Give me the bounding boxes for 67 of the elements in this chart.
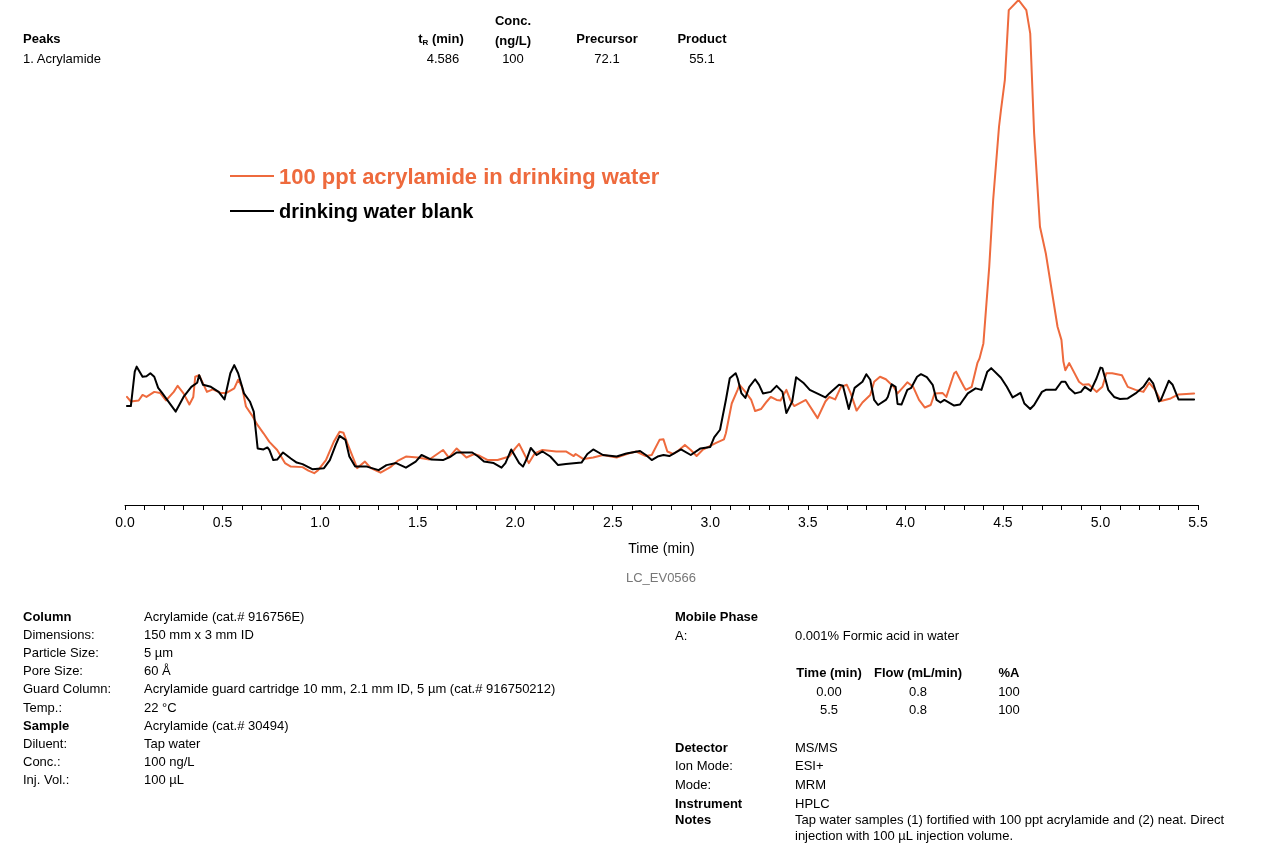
x-tick-label: 4.0 (895, 514, 916, 530)
x-tick-label: 1.0 (310, 514, 331, 530)
text: 150 mm x 3 mm ID (144, 626, 254, 642)
text: 0.001% Formic acid in water (795, 627, 960, 643)
text: Column (23, 608, 72, 624)
text: 0.8 (908, 683, 928, 699)
text: MRM (795, 776, 827, 792)
text: 100 µL (144, 772, 185, 788)
x-tick-label: 2.0 (505, 514, 526, 530)
text: Acrylamide guard cartridge 10 mm, 2.1 mm ID, 5 µm (cat.# 916750212) (144, 681, 556, 697)
text: 100 (998, 683, 1020, 699)
text: MS/MS (795, 739, 838, 755)
text: Tap water samples (1) fortified with 100 ppt acrylamide and (2) neat. Direct injection with 100 µL injection volume. (795, 811, 1228, 843)
text: Guard Column: (23, 681, 112, 697)
text: 5 µm (144, 644, 174, 660)
text: Sample (23, 717, 70, 733)
legend-label: 100 ppt acrylamide in drinking water (279, 163, 660, 189)
text: Instrument (675, 795, 743, 811)
text: 0.00 (816, 683, 842, 699)
text: Dimensions: (23, 626, 95, 642)
x-tick-label: 5.0 (1090, 514, 1111, 530)
text: Inj. Vol.: (23, 772, 70, 788)
x-tick-label: 5.5 (1188, 514, 1208, 530)
annotation: 100 (502, 50, 524, 66)
text: HPLC (795, 795, 830, 811)
text: Flow (mL/min) (873, 664, 963, 680)
text: 5.5 (819, 701, 839, 717)
text: Diluent: (23, 735, 68, 751)
annotation: Precursor (576, 30, 638, 46)
x-tick-label: 1.5 (407, 514, 428, 530)
text: Acrylamide (cat.# 30494) (144, 717, 289, 733)
text: Time (min) (796, 664, 862, 680)
text: ESI+ (795, 757, 824, 773)
text: 22 °C (144, 699, 177, 715)
text: Mobile Phase (675, 608, 759, 624)
text: Particle Size: (23, 644, 99, 660)
annotation: Product (677, 30, 728, 46)
text: Notes (675, 811, 712, 827)
annotation: 55.1 (689, 50, 715, 66)
x-tick-label: 3.5 (798, 514, 818, 530)
text: Ion Mode: (675, 757, 733, 773)
text: LC_EV0566 (625, 569, 697, 585)
text: 60 Å (144, 663, 172, 679)
text: Detector (675, 739, 728, 755)
text: 1. Acrylamide (23, 50, 102, 66)
text: Pore Size: (23, 663, 83, 679)
x-tick-label: 3.0 (700, 514, 721, 530)
text: Peaks (23, 30, 61, 46)
annotation: 72.1 (594, 50, 620, 66)
x-tick-label: 0.5 (212, 514, 233, 530)
text: 100 (998, 701, 1020, 717)
text: Tap water (144, 735, 202, 751)
x-tick-label: 2.5 (602, 514, 623, 530)
text: 100 ng/L (144, 754, 195, 770)
x-tick-label: 0.0 (115, 514, 135, 530)
annotation: Conc. (ng/L) (494, 12, 532, 48)
text: Acrylamide (cat.# 916756E) (144, 608, 305, 624)
text: 0.8 (908, 701, 928, 717)
text: Conc.: (23, 754, 61, 770)
legend-label: drinking water blank (279, 200, 475, 222)
x-tick-label: 4.5 (993, 514, 1013, 530)
x-axis-title: Time (min) (628, 540, 695, 556)
text: %A (998, 664, 1021, 680)
text: Temp.: (23, 699, 63, 715)
text: Mode: (675, 776, 712, 792)
text: A: (675, 627, 688, 643)
annotation: 4.586 (426, 50, 460, 66)
